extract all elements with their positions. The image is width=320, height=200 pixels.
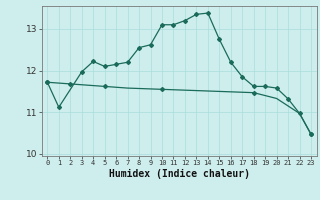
X-axis label: Humidex (Indice chaleur): Humidex (Indice chaleur)	[109, 169, 250, 179]
